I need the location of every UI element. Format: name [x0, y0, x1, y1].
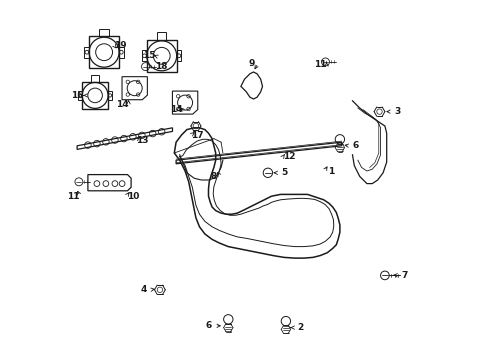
Text: 10: 10: [126, 192, 139, 201]
Text: 1: 1: [327, 166, 333, 175]
Text: 14: 14: [169, 105, 182, 114]
Text: 7: 7: [401, 271, 407, 280]
Text: 8: 8: [210, 172, 217, 181]
Text: 6: 6: [352, 141, 359, 150]
Text: 15: 15: [142, 51, 155, 60]
Text: 16: 16: [71, 91, 83, 100]
Text: 11: 11: [313, 60, 325, 69]
Text: 14: 14: [116, 100, 128, 109]
Text: 5: 5: [281, 168, 286, 177]
Text: 11: 11: [67, 192, 80, 201]
Text: 6: 6: [205, 321, 211, 330]
Text: 17: 17: [191, 130, 203, 139]
Text: 12: 12: [283, 152, 295, 161]
Text: 9: 9: [248, 58, 254, 68]
Text: 19: 19: [114, 40, 126, 49]
Text: 13: 13: [135, 136, 148, 145]
Text: 18: 18: [155, 62, 167, 71]
Text: 4: 4: [140, 285, 146, 294]
Text: 3: 3: [393, 107, 400, 116]
Text: 2: 2: [297, 323, 303, 332]
